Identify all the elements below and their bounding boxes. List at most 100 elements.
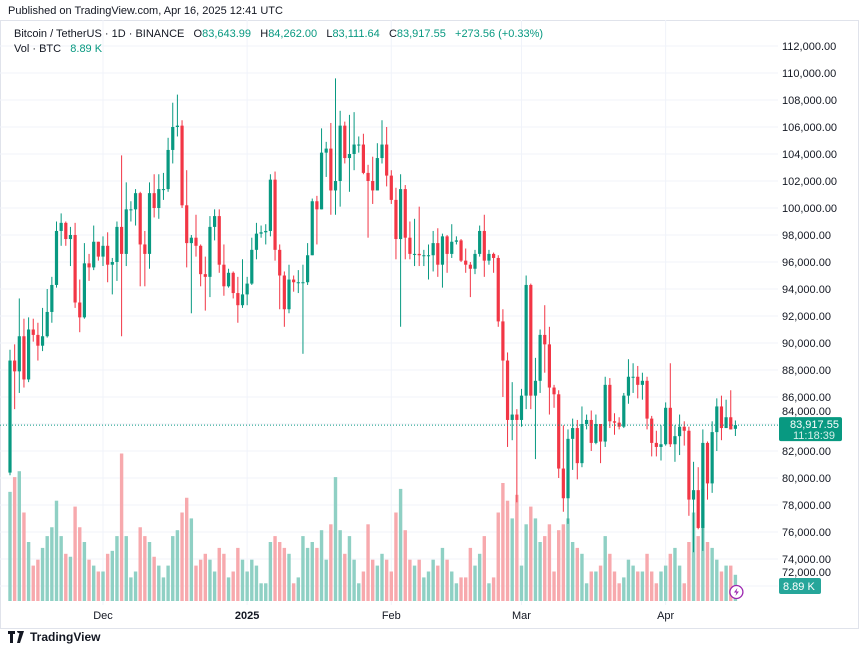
volume-bar bbox=[705, 542, 710, 601]
volume-bar bbox=[194, 565, 198, 601]
volume-bar bbox=[180, 512, 184, 601]
volume-bar bbox=[566, 518, 570, 601]
volume-bar bbox=[403, 530, 407, 601]
volume-bar bbox=[459, 577, 463, 601]
candle-body bbox=[492, 253, 496, 258]
bar-countdown: 11:18:39 bbox=[793, 430, 835, 442]
candle-body bbox=[8, 360, 12, 473]
candle-body bbox=[501, 321, 505, 361]
candle-body bbox=[524, 284, 528, 396]
candle-body bbox=[124, 209, 128, 254]
last-price-label: 83,917.55 bbox=[790, 419, 839, 431]
chart-legend: Bitcoin / TetherUS · 1D · BINANCE O83,64… bbox=[14, 27, 543, 57]
candle-body bbox=[399, 189, 403, 240]
y-tick-label: 102,000.00 bbox=[782, 176, 837, 188]
volume-bar bbox=[315, 547, 319, 601]
y-tick-label: 94,000.00 bbox=[782, 284, 831, 296]
volume-bar bbox=[147, 542, 152, 601]
volume-bar bbox=[101, 571, 105, 601]
candle-body bbox=[338, 125, 342, 181]
footer-brand[interactable]: TradingView bbox=[8, 630, 100, 644]
volume-bar bbox=[663, 565, 668, 601]
volume-bar bbox=[208, 559, 212, 601]
volume-bar bbox=[724, 565, 728, 601]
candle-body bbox=[27, 329, 31, 380]
candle-body bbox=[543, 334, 547, 345]
candle-body bbox=[640, 380, 644, 385]
volume-bar bbox=[338, 530, 342, 601]
volume-bar bbox=[464, 577, 468, 601]
volume-bar bbox=[152, 556, 156, 601]
candle-body bbox=[208, 226, 212, 277]
volume-bar bbox=[240, 559, 245, 601]
volume-bar bbox=[301, 536, 305, 601]
volume-bar bbox=[487, 583, 491, 601]
candle-body bbox=[729, 417, 733, 430]
y-tick-label: 108,000.00 bbox=[782, 95, 837, 107]
y-tick-label: 76,000.00 bbox=[782, 527, 831, 539]
lightning-glyph bbox=[733, 588, 739, 596]
volume-bar bbox=[366, 524, 370, 601]
volume-bar bbox=[333, 477, 338, 601]
candle-body bbox=[515, 414, 519, 420]
candle-body bbox=[538, 334, 542, 381]
volume-bar bbox=[450, 571, 454, 601]
close-value: 83,917.55 bbox=[396, 28, 446, 40]
candle-body bbox=[594, 424, 598, 443]
volume-bar bbox=[110, 550, 114, 601]
grid bbox=[0, 20, 859, 629]
candle-body bbox=[31, 329, 35, 335]
volume-bar bbox=[245, 571, 249, 601]
time-axis[interactable]: Dec 2025 Feb Mar Apr bbox=[93, 610, 674, 622]
candle-body bbox=[636, 376, 640, 385]
volume-bar bbox=[552, 571, 556, 601]
candle-body bbox=[45, 311, 49, 337]
candle-body bbox=[147, 193, 152, 254]
volume-bar bbox=[543, 536, 547, 601]
volume-bar bbox=[431, 559, 435, 601]
volume-bar bbox=[185, 497, 189, 601]
candle-body bbox=[459, 240, 463, 261]
candle-body bbox=[589, 419, 593, 443]
x-tick-label: Mar bbox=[512, 610, 531, 622]
volume-bar bbox=[45, 536, 49, 601]
volume-bar bbox=[115, 536, 119, 601]
volume-label[interactable]: Vol · BTC bbox=[14, 43, 62, 55]
volume-bar bbox=[157, 565, 161, 601]
volume-bar bbox=[389, 571, 393, 601]
volume-bar bbox=[682, 583, 686, 601]
volume-bar bbox=[696, 536, 700, 601]
price-axis[interactable]: 112,000.00 110,000.00 108,000.00 106,000.00… bbox=[782, 41, 837, 579]
x-tick-label: Dec bbox=[93, 610, 113, 622]
candle-body bbox=[557, 394, 561, 469]
y-tick-label: 78,000.00 bbox=[782, 500, 831, 512]
volume-bar bbox=[329, 524, 333, 601]
candle-body bbox=[552, 387, 556, 395]
candle-body bbox=[306, 255, 310, 283]
y-tick-label: 104,000.00 bbox=[782, 149, 837, 161]
candle-body bbox=[287, 279, 291, 310]
candle-body bbox=[259, 232, 263, 234]
y-tick-label: 98,000.00 bbox=[782, 230, 831, 242]
candle-body bbox=[598, 424, 603, 442]
chart-frame bbox=[0, 20, 859, 629]
candle-body bbox=[417, 253, 421, 256]
candle-body bbox=[213, 216, 217, 227]
candles bbox=[8, 78, 737, 553]
candle-body bbox=[319, 152, 324, 210]
volume-bar bbox=[603, 536, 607, 601]
candle-body bbox=[13, 360, 17, 372]
volume-bar bbox=[273, 536, 277, 601]
candle-body bbox=[120, 226, 124, 254]
symbol-title[interactable]: Bitcoin / TetherUS · 1D · BINANCE bbox=[14, 28, 185, 40]
candle-body bbox=[533, 380, 538, 396]
candle-body bbox=[87, 263, 91, 268]
candle-body bbox=[64, 222, 68, 240]
volume-value: 8.89 K bbox=[70, 43, 103, 55]
volume-bar bbox=[231, 571, 235, 601]
candle-body bbox=[347, 154, 352, 159]
candle-body bbox=[668, 407, 672, 445]
y-tick-label: 92,000.00 bbox=[782, 311, 831, 323]
candle-body bbox=[282, 275, 286, 310]
